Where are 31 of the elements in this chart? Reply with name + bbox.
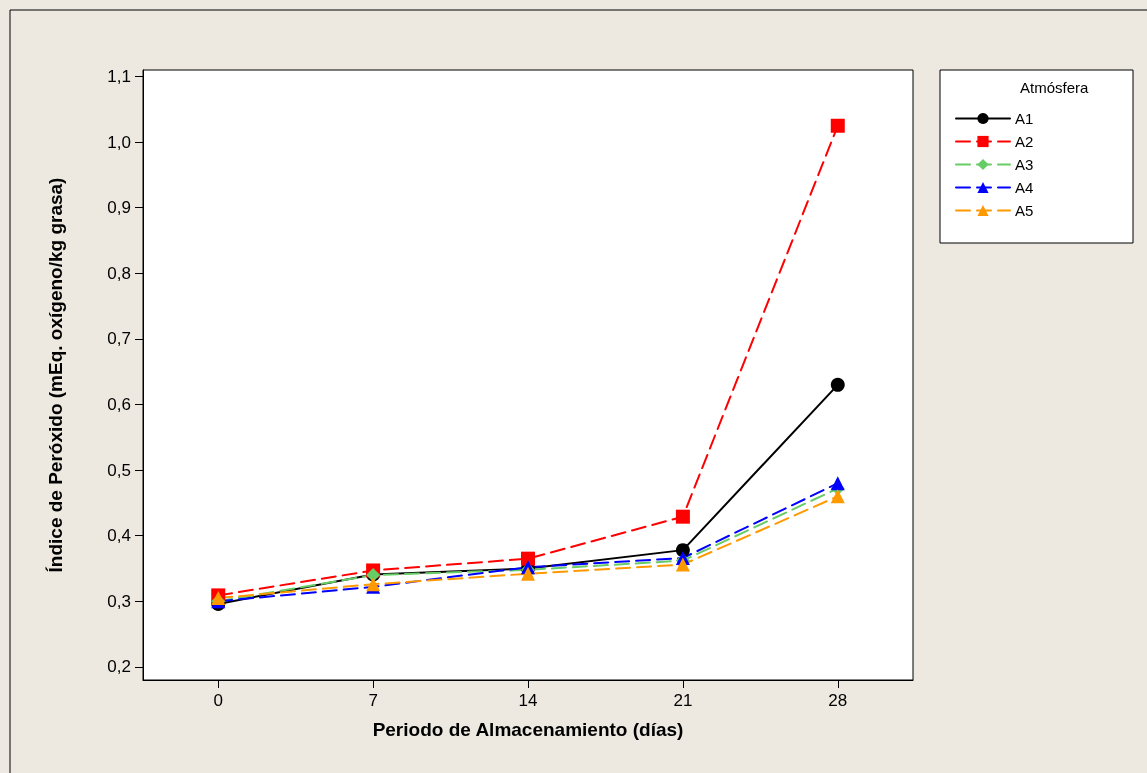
x-tick-label: 0 <box>213 691 223 710</box>
y-tick-label: 0,5 <box>107 460 131 480</box>
legend-label: A1 <box>1015 110 1034 127</box>
y-tick-label: 0,3 <box>107 591 131 611</box>
legend-label: A2 <box>1015 133 1034 150</box>
y-tick-label: 1,1 <box>107 67 131 87</box>
x-axis-title: Periodo de Almacenamiento (días) <box>372 719 684 740</box>
legend-label: A5 <box>1015 202 1034 219</box>
x-tick-label: 7 <box>368 691 378 710</box>
legend-title: Atmósfera <box>1020 79 1090 96</box>
point <box>675 557 690 572</box>
y-tick-label: 0,6 <box>107 395 131 415</box>
y-tick-label: 1,0 <box>107 132 131 152</box>
legend-label: A4 <box>1015 179 1034 196</box>
point <box>830 118 845 133</box>
y-axis-title: Índice de Peróxido (mEq. oxígeno/kg grasa) <box>45 177 66 573</box>
x-tick-label: 21 <box>673 691 693 710</box>
point <box>830 489 845 504</box>
point <box>521 551 535 566</box>
x-tick-label: 28 <box>828 691 848 710</box>
legend-label: A3 <box>1015 156 1034 173</box>
point <box>830 476 845 491</box>
y-tick-label: 0,7 <box>107 329 131 349</box>
y-tick-label: 0,8 <box>107 263 131 283</box>
y-tick-label: 0,4 <box>107 526 131 546</box>
x-tick-label: 14 <box>518 691 538 710</box>
y-tick-label: 0,9 <box>107 198 131 218</box>
y-tick-label: 0,2 <box>107 657 131 677</box>
point <box>675 509 690 524</box>
point <box>521 566 535 581</box>
point <box>830 377 845 392</box>
